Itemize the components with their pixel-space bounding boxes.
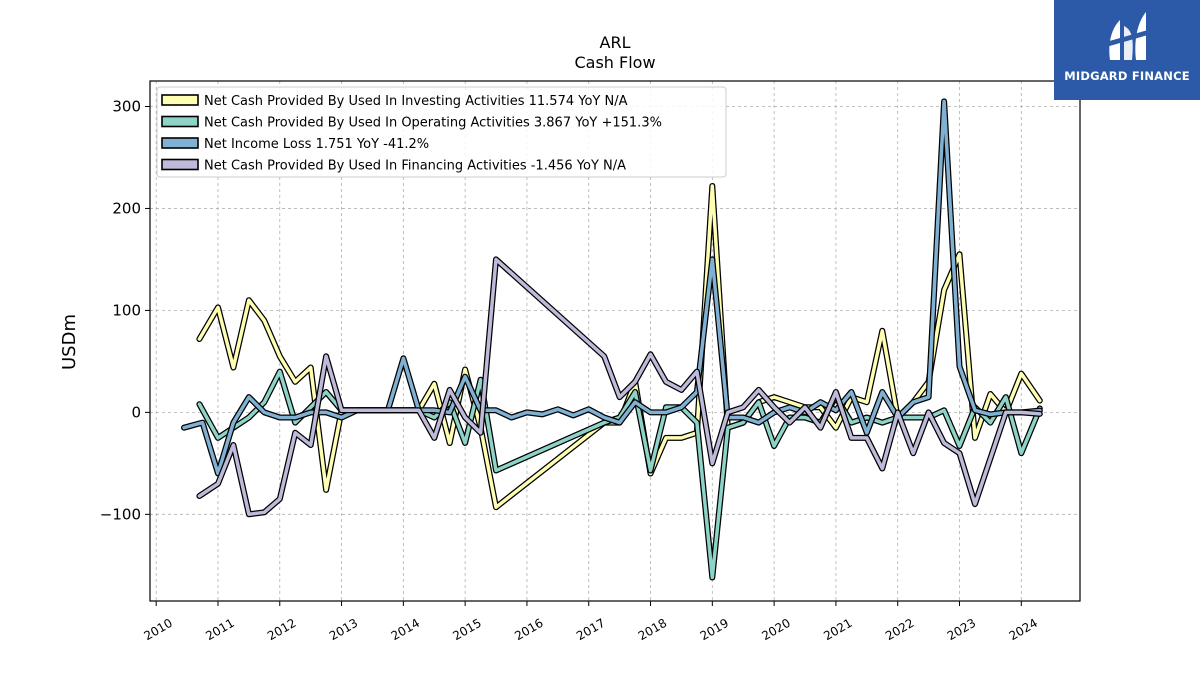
series-line <box>197 184 1042 509</box>
legend-swatch <box>161 158 199 171</box>
legend-entry: Net Income Loss 1.751 YoY -41.2% <box>204 137 429 152</box>
x-tick-label: 2011 <box>203 616 236 643</box>
x-tick-label: 2019 <box>698 616 731 643</box>
legend-entry: Net Cash Provided By Used In Investing A… <box>204 94 628 109</box>
chart-title: ARL <box>600 33 631 52</box>
chart-subtitle: Cash Flow <box>574 53 655 72</box>
brand-logo: MIDGARD FINANCE <box>1054 0 1200 100</box>
series-line <box>197 257 1042 517</box>
y-axis-label: USDm <box>59 314 80 370</box>
x-tick-label: 2015 <box>450 616 483 643</box>
x-tick-label: 2024 <box>1007 616 1040 643</box>
x-tick-label: 2020 <box>759 616 792 643</box>
legend-swatch <box>161 137 199 149</box>
series-lines <box>181 98 1043 581</box>
y-tick-label: 0 <box>131 403 141 421</box>
midgard-logo-icon <box>1106 12 1148 60</box>
x-tick-label: 2014 <box>389 616 422 643</box>
legend-entry: Net Cash Provided By Used In Operating A… <box>204 116 662 131</box>
x-axis-ticks: 2010 2011 2012 2013 2014 2015 2016 2017 2018 2019… <box>141 601 1040 643</box>
legend: Net Cash Provided By Used In Investing A… <box>156 86 727 178</box>
x-tick-label: 2016 <box>512 616 545 643</box>
legend-box <box>156 86 727 178</box>
x-tick-label: 2021 <box>821 616 854 643</box>
legend-swatch <box>161 115 199 128</box>
series-3 <box>196 256 1043 518</box>
legend-swatch <box>161 94 199 106</box>
y-tick-label: 300 <box>112 97 141 115</box>
series-1 <box>196 368 1043 581</box>
legend-entry: Net Cash Provided By Used In Financing A… <box>204 159 626 174</box>
x-tick-label: 2018 <box>636 616 669 643</box>
x-tick-label: 2022 <box>883 616 916 643</box>
y-tick-label: 200 <box>112 199 141 217</box>
series-line-outline <box>196 183 1043 511</box>
x-tick-label: 2010 <box>141 616 174 643</box>
x-tick-label: 2013 <box>327 616 360 643</box>
plot-frame <box>149 80 1081 602</box>
brand-logo-text: MIDGARD FINANCE <box>1064 69 1190 83</box>
series-line <box>197 369 1042 580</box>
y-tick-label: 100 <box>112 301 141 319</box>
y-tick-label: −100 <box>100 505 141 523</box>
series-0 <box>196 183 1043 511</box>
y-axis-ticks: −100 0 100 200 300 <box>100 97 150 523</box>
x-tick-label: 2012 <box>265 616 298 643</box>
x-tick-label: 2023 <box>945 616 978 643</box>
x-tick-label: 2017 <box>574 616 607 643</box>
